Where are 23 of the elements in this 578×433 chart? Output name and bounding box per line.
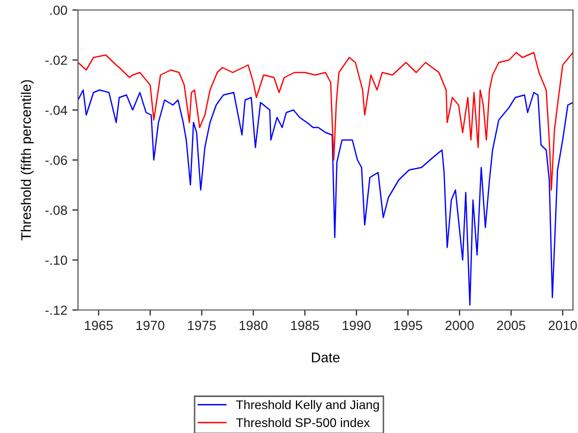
x-axis-title: Date	[312, 352, 340, 362]
x-tick-label: 2005	[497, 320, 526, 330]
y-axis-title: Threshold (fifth percentile)	[20, 80, 34, 240]
x-tick-label: 1975	[188, 320, 216, 330]
y-tick-label: -.02	[45, 56, 67, 65]
x-tick-label: 1980	[240, 320, 268, 330]
line-series	[78, 89, 573, 306]
x-tick-label: 1985	[291, 320, 319, 330]
y-tick-label: -.04	[45, 106, 68, 115]
y-tick-label: .00	[50, 6, 68, 15]
legend-label: Threshold Kelly and Jiang	[236, 400, 379, 412]
x-tick-label: 1995	[394, 320, 422, 330]
x-tick-label: 2000	[446, 320, 474, 330]
y-tick-label: -.12	[45, 306, 67, 315]
legend-label: Threshold SP-500 index	[236, 418, 370, 428]
line-series	[78, 52, 573, 191]
x-tick-label: 2010	[548, 320, 577, 330]
y-tick-label: -.08	[45, 206, 68, 215]
x-tick-label: 1965	[84, 320, 113, 330]
y-tick-label: -.06	[45, 156, 68, 165]
x-tick-label: 1990	[342, 320, 371, 330]
y-tick-label: -.10	[45, 256, 68, 265]
x-tick-label: 1970	[136, 320, 164, 330]
